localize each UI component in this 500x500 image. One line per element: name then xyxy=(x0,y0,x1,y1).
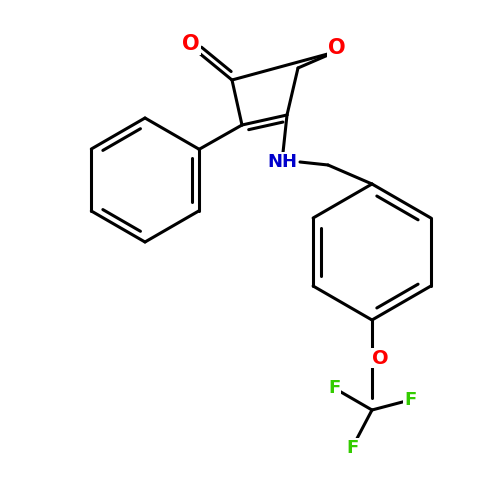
Text: O: O xyxy=(182,34,200,54)
Text: O: O xyxy=(372,348,388,368)
Text: F: F xyxy=(346,439,358,457)
Text: O: O xyxy=(328,38,346,58)
Text: F: F xyxy=(404,391,416,409)
Text: NH: NH xyxy=(267,153,297,171)
Text: F: F xyxy=(328,379,340,397)
